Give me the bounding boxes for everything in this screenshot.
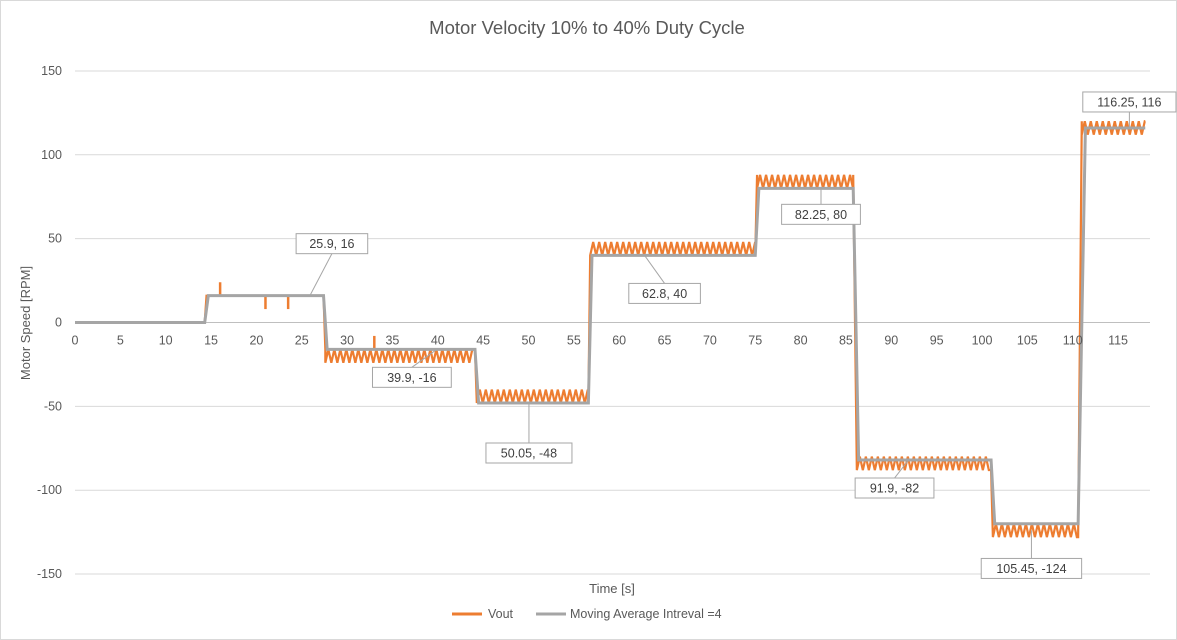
x-tick-label: 15 xyxy=(204,334,218,348)
x-tick-label: 35 xyxy=(385,334,399,348)
y-tick-label: -50 xyxy=(44,399,62,413)
grid xyxy=(75,70,1150,575)
data-label: 50.05, -48 xyxy=(485,402,573,464)
series-moving-average xyxy=(75,126,1146,526)
x-tick-label: 95 xyxy=(930,334,944,348)
data-label-box xyxy=(781,203,861,225)
x-tick-label: 10 xyxy=(159,334,173,348)
y-axis-title: Motor Speed [RPM] xyxy=(18,266,33,380)
data-label: 91.9, -82 xyxy=(854,459,935,499)
legend-label-moving-average: Moving Average Intreval =4 xyxy=(570,607,722,621)
x-tick-label: 25 xyxy=(295,334,309,348)
y-tick-label: 100 xyxy=(41,148,62,162)
data-label-text: 39.9, -16 xyxy=(387,371,436,385)
data-label: 105.45, -124 xyxy=(980,530,1083,579)
data-label-leader xyxy=(411,348,438,368)
x-tick-labels: 0 5 10 15 20 25 30 35 40 45 50 55 60 65 70 75 80 85 90 95 10… xyxy=(72,334,1129,348)
x-tick-label: 65 xyxy=(658,334,672,348)
x-tick-label: 85 xyxy=(839,334,853,348)
data-label: 62.8, 40 xyxy=(628,255,701,304)
data-label-leader xyxy=(644,255,666,284)
x-tick-label: 80 xyxy=(794,334,808,348)
x-tick-label: 0 xyxy=(72,334,79,348)
data-label: 82.25, 80 xyxy=(781,188,861,225)
legend-label-vout: Vout xyxy=(488,607,514,621)
data-label-text: 82.25, 80 xyxy=(795,208,847,222)
data-label-box xyxy=(980,557,1083,579)
y-tick-label: -100 xyxy=(37,483,62,497)
x-tick-label: 60 xyxy=(612,334,626,348)
x-tick-label: 50 xyxy=(522,334,536,348)
x-tick-label: 90 xyxy=(884,334,898,348)
y-tick-label: -150 xyxy=(37,567,62,581)
data-label-box xyxy=(628,282,701,304)
data-label-leader xyxy=(309,253,333,296)
x-axis-title: Time [s] xyxy=(589,581,635,596)
legend: Vout Moving Average Intreval =4 xyxy=(452,607,722,621)
x-tick-label: 55 xyxy=(567,334,581,348)
x-tick-label: 70 xyxy=(703,334,717,348)
y-tick-label: 50 xyxy=(48,232,62,246)
vout-line xyxy=(75,120,1146,539)
data-label-text: 105.45, -124 xyxy=(996,562,1066,576)
y-tick-label: 0 xyxy=(55,316,62,330)
data-label: 25.9, 16 xyxy=(295,233,369,296)
data-label-box xyxy=(295,233,369,255)
data-label-text: 25.9, 16 xyxy=(309,237,354,251)
x-tick-label: 20 xyxy=(249,334,263,348)
x-tick-label: 100 xyxy=(972,334,993,348)
data-label-box xyxy=(854,477,935,499)
data-label-text: 50.05, -48 xyxy=(501,446,557,460)
data-label-text: 62.8, 40 xyxy=(642,287,687,301)
y-axis: -150 -100 -50 0 50 100 150 xyxy=(37,64,62,581)
data-label-text: 116.25, 116 xyxy=(1097,95,1161,109)
x-tick-label: 110 xyxy=(1063,334,1083,348)
moving-average-line xyxy=(75,126,1146,526)
x-tick-label: 30 xyxy=(340,334,354,348)
x-tick-label: 115 xyxy=(1108,334,1128,348)
x-tick-label: 45 xyxy=(476,334,490,348)
y-tick-label: 150 xyxy=(41,64,62,78)
data-label: 116.25, 116 xyxy=(1082,91,1177,128)
x-tick-label: 75 xyxy=(748,334,762,348)
data-labels: 25.9, 16 39.9, -16 50.05, -48 62.8, 40 82.25… xyxy=(295,91,1177,579)
data-label-box xyxy=(485,442,573,464)
data-label-box xyxy=(1082,91,1177,113)
x-tick-label: 5 xyxy=(117,334,124,348)
data-label-text: 91.9, -82 xyxy=(870,482,919,496)
series-vout xyxy=(75,120,1146,539)
x-tick-label: 40 xyxy=(431,334,445,348)
x-tick-label: 105 xyxy=(1017,334,1038,348)
data-label-box xyxy=(371,366,452,388)
data-label: 39.9, -16 xyxy=(371,348,452,388)
data-label-leader xyxy=(894,459,909,479)
chart-title: Motor Velocity 10% to 40% Duty Cycle xyxy=(429,17,745,38)
